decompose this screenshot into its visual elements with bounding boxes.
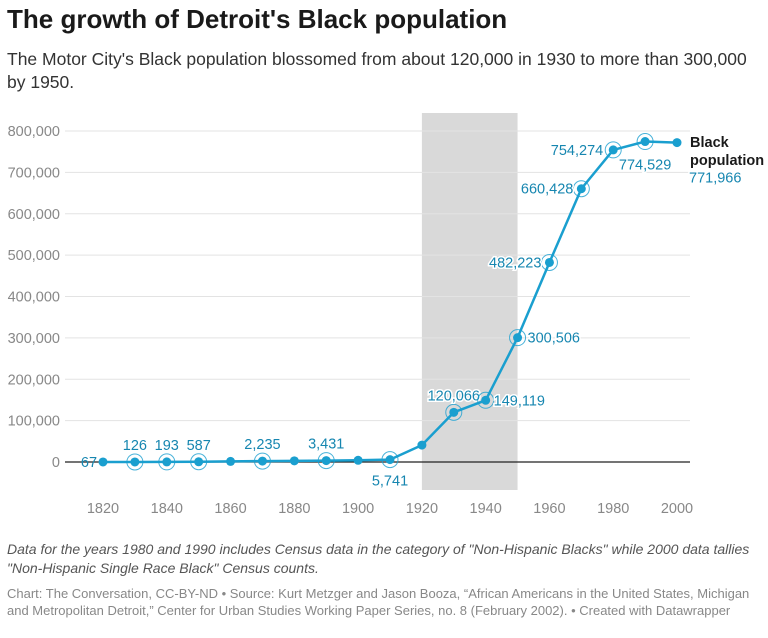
data-label: 3,431 bbox=[308, 437, 344, 453]
chart-title: The growth of Detroit's Black population bbox=[7, 4, 508, 34]
line-chart: 0 100,000 200,000 300,000 400,000 500,000 600,… bbox=[8, 113, 764, 517]
chart-source: Chart: The Conversation, CC-BY-ND • Sour… bbox=[7, 586, 750, 618]
point-ring bbox=[540, 253, 558, 271]
data-label: 660,428 bbox=[521, 182, 573, 198]
point-ring bbox=[253, 452, 271, 470]
data-label: 2,235 bbox=[244, 437, 280, 453]
data-label: 482,223 bbox=[489, 255, 541, 271]
point-ring bbox=[317, 452, 335, 470]
data-point bbox=[640, 137, 650, 147]
x-tick-label: 2000 bbox=[661, 501, 693, 517]
data-point bbox=[321, 456, 331, 466]
x-tick-label: 1880 bbox=[278, 501, 310, 517]
data-point bbox=[226, 456, 236, 466]
data-point bbox=[417, 440, 427, 450]
data-label: 754,274 bbox=[551, 143, 603, 159]
point-ring bbox=[381, 451, 399, 469]
data-point bbox=[289, 456, 299, 466]
chart-subtitle: The Motor City's Black population blosso… bbox=[7, 49, 747, 92]
series-name-label: Black population bbox=[690, 135, 764, 169]
point-ring bbox=[636, 133, 654, 151]
x-tick-label: 1920 bbox=[406, 501, 438, 517]
y-tick-label: 300,000 bbox=[8, 331, 60, 347]
y-tick-label: 400,000 bbox=[8, 290, 60, 306]
data-label: 120,066 bbox=[428, 388, 480, 404]
point-ring bbox=[445, 403, 463, 421]
point-ring bbox=[572, 180, 590, 198]
data-point bbox=[162, 457, 172, 467]
point-ring bbox=[126, 453, 144, 471]
y-tick-label: 700,000 bbox=[8, 165, 60, 181]
x-tick-label: 1940 bbox=[470, 501, 502, 517]
highlight-band bbox=[421, 113, 518, 490]
x-tick-label: 1820 bbox=[87, 501, 119, 517]
data-label: 193 bbox=[155, 438, 179, 454]
point-ring bbox=[604, 141, 622, 159]
x-tick-label: 1840 bbox=[151, 501, 183, 517]
data-point bbox=[481, 395, 491, 405]
data-point bbox=[98, 457, 108, 467]
series-line bbox=[102, 140, 678, 464]
y-tick-label: 800,000 bbox=[8, 124, 60, 140]
data-point bbox=[449, 407, 459, 417]
data-label: 126 bbox=[123, 438, 147, 454]
x-tick-label: 1960 bbox=[533, 501, 565, 517]
point-ring bbox=[190, 453, 208, 471]
data-point bbox=[672, 138, 682, 148]
data-point bbox=[576, 184, 586, 194]
data-point bbox=[130, 457, 140, 467]
data-label: 300,506 bbox=[528, 331, 580, 347]
point-ring bbox=[477, 391, 495, 409]
data-point bbox=[194, 457, 204, 467]
data-point bbox=[257, 456, 267, 466]
y-tick-label: 100,000 bbox=[8, 414, 60, 430]
data-label: 587 bbox=[187, 438, 211, 454]
y-tick-label: 0 bbox=[52, 455, 60, 471]
chart-notes: Data for the years 1980 and 1990 include… bbox=[7, 541, 750, 576]
data-point bbox=[385, 455, 395, 465]
data-point bbox=[513, 333, 523, 343]
x-tick-label: 1860 bbox=[214, 501, 246, 517]
point-ring bbox=[509, 329, 527, 347]
y-tick-label: 200,000 bbox=[8, 372, 60, 388]
data-point bbox=[353, 455, 363, 465]
point-ring bbox=[158, 453, 176, 471]
data-point bbox=[544, 257, 554, 267]
data-label: 771,966 bbox=[689, 171, 741, 187]
x-tick-label: 1900 bbox=[342, 501, 374, 517]
y-tick-label: 600,000 bbox=[8, 207, 60, 223]
data-label: 149,119 bbox=[494, 393, 545, 409]
data-label: 774,529 bbox=[619, 158, 671, 174]
data-point bbox=[608, 145, 618, 155]
y-tick-label: 500,000 bbox=[8, 248, 60, 264]
data-label: 67 bbox=[81, 455, 97, 471]
x-tick-label: 1980 bbox=[597, 501, 629, 517]
data-label: 5,741 bbox=[372, 474, 408, 490]
